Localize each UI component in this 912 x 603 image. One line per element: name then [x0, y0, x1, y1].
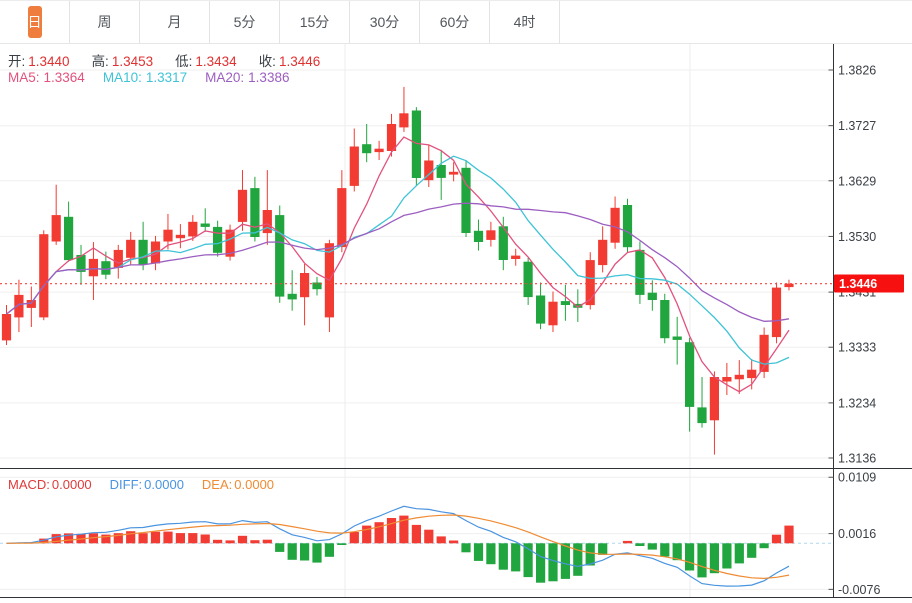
ohlc-legend: 开: 1.3440 高: 1.3453 低: 1.3434 收: 1.3446 [8, 50, 320, 70]
dea-line [6, 514, 790, 580]
ma20-line [6, 202, 790, 322]
low-readout: 低: 1.3434 [175, 54, 237, 69]
diff-line [6, 505, 790, 587]
current-price-tag-value: 1.3446 [839, 277, 877, 291]
axis-frame [0, 42, 912, 598]
gridlines [0, 42, 833, 598]
open-readout: 开: 1.3440 [8, 54, 70, 69]
high-readout: 高: 1.3453 [91, 54, 154, 69]
diff-readout: DIFF: 0.0000 [109, 477, 184, 492]
ma20-readout: MA20: 1.3386 [205, 70, 290, 85]
tab-15min[interactable]: 15分 [280, 1, 350, 43]
tab-5min[interactable]: 5分 [210, 1, 280, 43]
axis-tick-label: -0.0076 [838, 583, 880, 597]
axis-tick-label: 1.3826 [838, 64, 876, 78]
ma-lines [6, 136, 790, 393]
timeframe-tabbar: 日 周 月 5分 15分 30分 60分 4时 [0, 0, 912, 44]
tab-day[interactable]: 日 [0, 1, 70, 43]
axis-labels: 1.38261.37271.36291.35301.34311.33331.32… [828, 64, 880, 597]
dea-readout: DEA: 0.0000 [201, 477, 275, 492]
axis-tick-label: 1.3136 [838, 452, 876, 466]
axis-tick-label: 1.3727 [838, 119, 876, 133]
axis-tick-label: 1.3234 [838, 396, 876, 410]
macd-panel [0, 505, 833, 587]
tab-week[interactable]: 周 [70, 1, 140, 43]
macd-legend: MACD: 0.0000 DIFF: 0.0000 DEA: 0.0000 [8, 477, 274, 492]
close-readout: 收: 1.3446 [258, 54, 321, 69]
axis-tick-label: 1.3629 [838, 174, 876, 188]
axis-tick-label: 1.3530 [838, 230, 876, 244]
ma10-line [6, 155, 790, 365]
axis-tick-label: 0.0016 [838, 527, 876, 541]
ma10-readout: MA10: 1.3317 [102, 70, 188, 85]
tab-month[interactable]: 月 [140, 1, 210, 43]
ma5-readout: MA5: 1.3364 [8, 70, 85, 85]
current-price-tag: 1.3446 [834, 274, 904, 293]
tab-30min[interactable]: 30分 [350, 1, 420, 43]
axis-tick-label: 1.3333 [838, 341, 876, 355]
axis-tick-label: 0.0109 [838, 471, 876, 485]
tab-60min[interactable]: 60分 [420, 1, 490, 43]
tab-4hour[interactable]: 4时 [490, 1, 560, 43]
candles-layer [1, 86, 794, 455]
macd-readout: MACD: 0.0000 [8, 477, 92, 492]
ma-legend: MA5: 1.3364 MA10: 1.3317 MA20: 1.3386 [8, 70, 289, 85]
